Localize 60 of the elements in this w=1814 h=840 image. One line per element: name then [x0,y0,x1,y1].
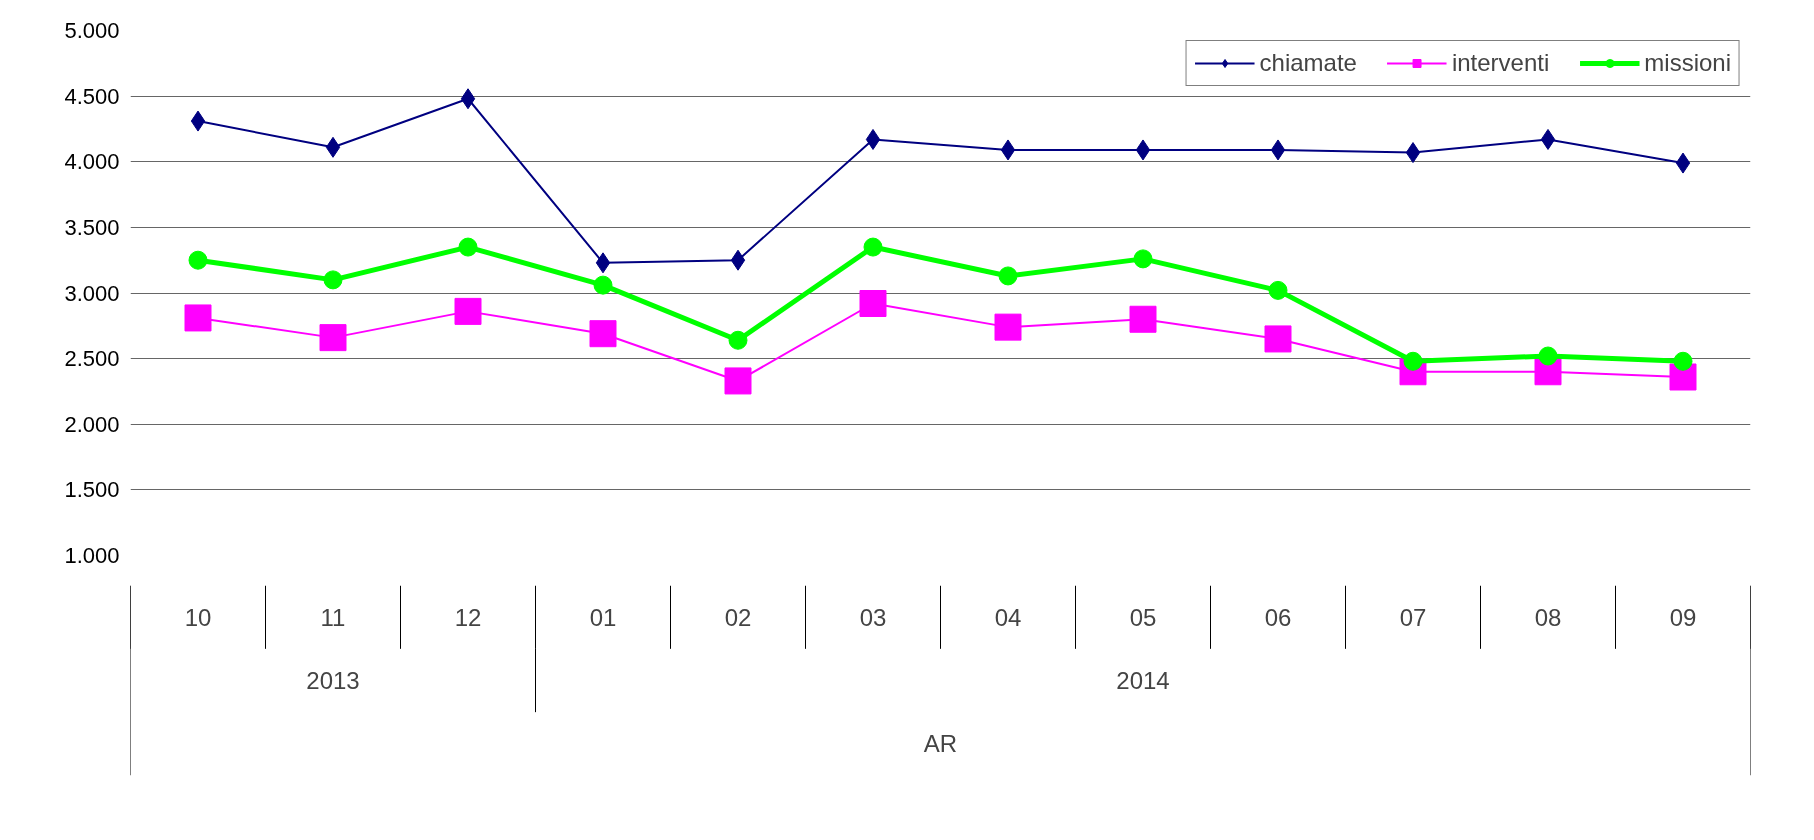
point [325,136,341,158]
point [998,266,1018,286]
point [1268,280,1288,300]
point [1675,152,1691,174]
point [863,237,883,257]
point [1270,139,1286,161]
point [184,304,212,332]
point [730,249,746,271]
x-axis-title: AR [923,730,958,758]
x-tick-label: 09 [1669,603,1697,631]
text: 2013 [306,667,360,694]
point [454,297,482,325]
point [1264,325,1292,353]
point [1129,305,1157,333]
point [724,367,752,395]
point [188,250,208,270]
x-tick-label: 02 [724,603,752,631]
x-tick-label: 07 [1399,603,1427,631]
point [1133,249,1153,269]
x-tick-label: 05 [1129,603,1157,631]
point [865,128,881,150]
y-tick-label: 5.000 [64,18,120,43]
point [1403,351,1423,371]
y-tick-label: 1.500 [64,477,120,503]
point [323,270,343,290]
x-tick-label: 06 [1264,603,1292,631]
point [593,275,613,295]
x-tick-label: 12 [454,603,482,631]
point [319,324,347,352]
point [1540,128,1556,150]
point [458,237,478,257]
point [994,313,1022,341]
point [1538,346,1558,366]
x-tick-label: 10 [184,603,212,631]
x-tick-label: 03 [859,603,887,631]
x-tick-label: 11 [320,603,346,631]
text: 2014 [1116,667,1170,694]
point [1405,142,1421,164]
x-tick-label: 04 [994,603,1022,631]
x-tick-label: 08 [1534,603,1562,631]
point [728,330,748,350]
y-tick-label: 2.500 [64,346,120,372]
y-tick-label: 1.000 [64,543,120,568]
y-tick-label: 3.000 [64,280,120,306]
point [1135,139,1151,161]
legend-label: missioni [1644,49,1731,77]
y-tick-label: 4.500 [64,83,120,109]
legend-label: chiamate [1259,49,1357,77]
y-tick-label: 3.500 [64,214,120,240]
point [1673,351,1693,371]
point [1000,139,1016,161]
y-tick-label: 2.000 [64,411,120,437]
legend-label: interventi [1451,49,1550,77]
point [589,320,617,348]
y-tick-label: 4.000 [64,149,120,175]
point [595,252,611,274]
point [859,290,887,317]
x-tick-label: 01 [589,603,617,631]
point [190,110,206,132]
point [460,88,476,110]
